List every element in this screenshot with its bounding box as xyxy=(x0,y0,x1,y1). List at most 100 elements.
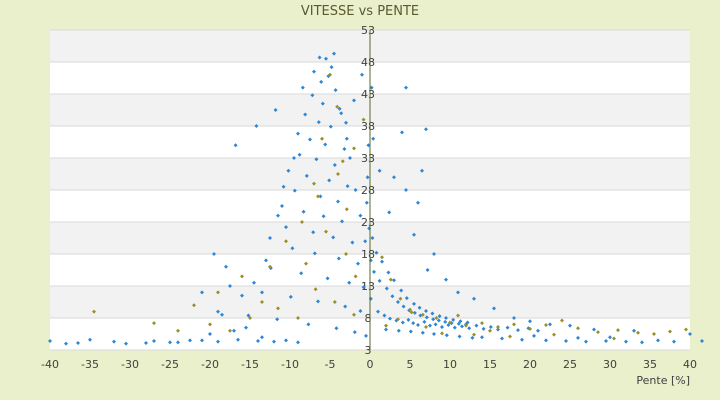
data-point xyxy=(313,287,318,292)
data-point xyxy=(472,296,476,301)
data-point xyxy=(544,338,548,343)
data-point xyxy=(384,327,388,332)
data-point xyxy=(396,300,400,304)
data-point xyxy=(548,322,552,327)
data-point xyxy=(467,326,472,331)
data-point xyxy=(424,315,429,320)
data-point xyxy=(481,326,486,331)
data-point xyxy=(188,338,192,343)
data-point xyxy=(560,318,564,323)
data-point xyxy=(296,131,300,136)
data-point xyxy=(437,314,442,319)
data-point xyxy=(112,339,116,344)
data-point xyxy=(347,280,352,285)
data-point xyxy=(332,163,337,168)
data-point xyxy=(325,276,330,281)
data-point xyxy=(608,335,612,340)
data-point xyxy=(335,104,340,109)
data-point xyxy=(212,252,216,256)
data-point xyxy=(458,319,463,324)
data-point xyxy=(273,108,278,112)
data-points xyxy=(48,51,704,346)
data-point xyxy=(428,323,432,328)
data-point xyxy=(328,124,333,129)
data-point xyxy=(422,319,427,324)
data-point xyxy=(688,332,692,336)
data-point xyxy=(331,235,336,240)
x-tick-label: 30 xyxy=(603,358,617,371)
data-point xyxy=(320,101,325,106)
data-point xyxy=(316,120,321,125)
data-point xyxy=(424,308,428,313)
data-point xyxy=(398,296,403,301)
data-point xyxy=(272,339,276,344)
y-tick-label: 53 xyxy=(361,24,375,37)
data-point xyxy=(370,236,375,240)
data-point xyxy=(700,339,704,344)
data-point xyxy=(552,332,556,337)
data-point xyxy=(444,316,448,320)
data-point xyxy=(319,79,324,84)
data-point xyxy=(420,312,425,317)
data-point xyxy=(496,324,500,329)
data-point xyxy=(340,159,345,164)
data-point xyxy=(306,322,311,327)
data-point xyxy=(304,173,309,178)
data-point xyxy=(361,285,366,290)
data-point xyxy=(280,204,284,208)
data-point xyxy=(425,268,430,272)
data-point xyxy=(434,316,439,320)
data-point xyxy=(216,290,220,295)
data-point xyxy=(452,325,457,330)
data-point xyxy=(364,200,369,205)
data-point xyxy=(480,335,484,340)
data-point xyxy=(448,320,452,325)
data-point xyxy=(360,72,364,77)
data-point xyxy=(152,339,156,344)
data-point xyxy=(300,85,305,90)
x-axis-ticks: -40 -35 -30 -25 -20 -15 -10 -5 0 5 10 15 20 25 30 35 40 xyxy=(41,358,697,371)
data-point xyxy=(352,330,357,335)
data-point xyxy=(352,312,356,317)
x-tick-label: 0 xyxy=(367,358,374,371)
data-point xyxy=(363,239,368,244)
data-point xyxy=(92,309,96,314)
data-point xyxy=(323,142,328,147)
y-tick-label: 23 xyxy=(361,216,375,229)
data-point xyxy=(320,136,324,141)
y-tick-label: 48 xyxy=(361,56,375,69)
data-point xyxy=(440,324,444,329)
data-point xyxy=(311,230,316,235)
data-point xyxy=(568,323,572,328)
data-point xyxy=(252,280,256,285)
y-tick-label: 28 xyxy=(361,184,375,197)
data-point xyxy=(460,324,464,329)
data-point xyxy=(576,326,580,331)
data-point xyxy=(334,326,339,331)
data-point xyxy=(365,175,370,180)
data-point xyxy=(424,324,428,329)
data-point xyxy=(232,328,236,333)
data-point xyxy=(260,300,264,304)
data-point xyxy=(380,255,384,260)
data-point xyxy=(488,328,492,333)
data-point xyxy=(451,317,456,322)
y-tick-label: 38 xyxy=(361,120,375,133)
data-point xyxy=(446,323,451,328)
data-point xyxy=(443,319,448,324)
data-point xyxy=(317,55,322,60)
data-point xyxy=(286,168,291,173)
data-point xyxy=(310,93,315,98)
data-point xyxy=(316,299,320,304)
data-point xyxy=(264,258,268,263)
data-point xyxy=(329,65,334,70)
data-point xyxy=(348,156,352,160)
data-point xyxy=(332,51,336,56)
data-point xyxy=(343,304,348,309)
data-point xyxy=(361,117,366,122)
data-point xyxy=(301,209,306,214)
data-point xyxy=(456,313,460,318)
data-point xyxy=(492,306,496,311)
data-point xyxy=(377,168,382,173)
data-point xyxy=(342,147,347,152)
